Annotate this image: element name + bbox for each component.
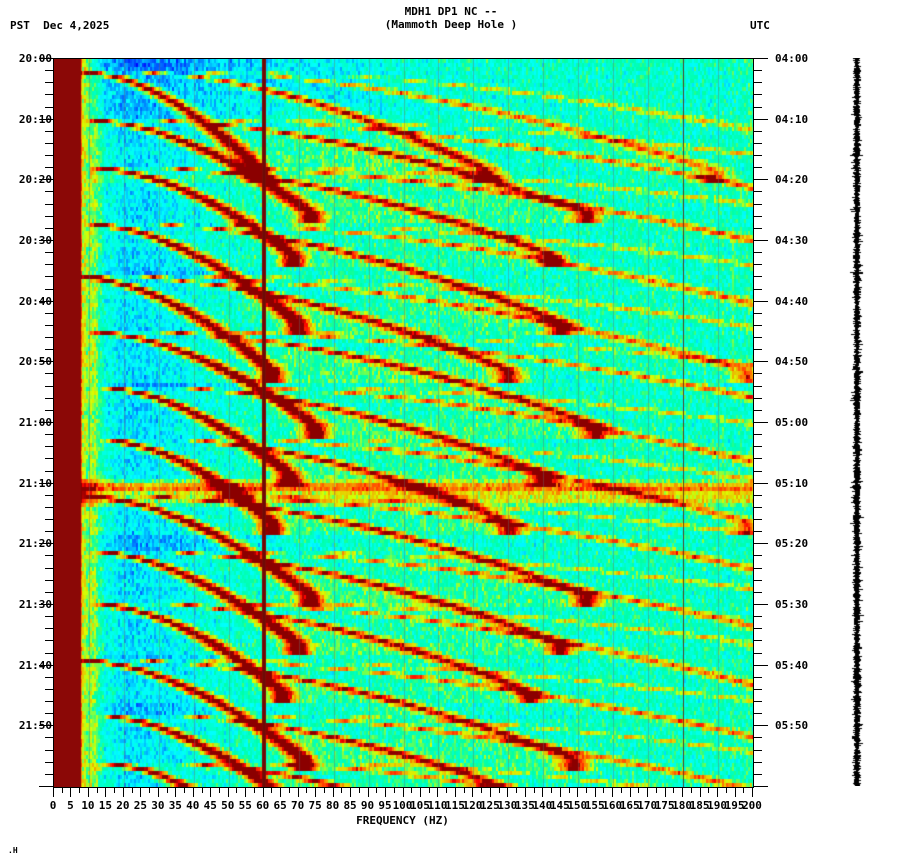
time-label-pst: 21:30 <box>18 598 52 611</box>
frequency-label: 25 <box>133 799 147 812</box>
frequency-label: 95 <box>378 799 392 812</box>
time-label-pst: 20:10 <box>18 112 52 126</box>
frequency-label: 130 <box>497 799 518 812</box>
frequency-label: 65 <box>273 799 287 812</box>
time-label-utc: 04:10 <box>775 112 809 126</box>
time-label-utc: 05:50 <box>775 719 809 733</box>
time-label-pst: 21:40 <box>18 658 52 672</box>
frequency-label: 165 <box>619 799 640 812</box>
frequency-label: 0 <box>49 799 57 812</box>
frequency-label: 125 <box>479 799 500 812</box>
frequency-label: 80 <box>325 799 340 812</box>
date-text: Dec 4,2025 <box>43 19 110 32</box>
frequency-label: 115 <box>444 799 465 812</box>
frequency-label: 5 <box>67 799 74 812</box>
frequency-label: 20 <box>116 799 130 812</box>
time-label-utc: 05:40 <box>775 658 809 672</box>
time-label-pst: 20:30 <box>18 234 52 247</box>
spectrogram-image <box>54 59 753 787</box>
frequency-label: 85 <box>343 799 357 812</box>
frequency-label: 145 <box>549 799 570 812</box>
frequency-label: 30 <box>151 799 165 812</box>
frequency-label: 70 <box>291 799 305 812</box>
frequency-axis-title: FREQUENCY (HZ) <box>356 814 449 827</box>
frequency-label: 45 <box>203 799 217 812</box>
frequency-label: 10 <box>81 799 95 812</box>
time-label-utc: 04:40 <box>775 294 809 308</box>
header-timezone-right: UTC <box>750 19 770 32</box>
frequency-label: 75 <box>308 799 322 812</box>
frequency-axis-labels: 0 5 10 15 20 25 30 35 40 45 50 55 60 65 70 75 80 85 90 95 10… <box>0 0 902 812</box>
time-label-utc: 04:30 <box>775 234 809 247</box>
frequency-label: 135 <box>514 799 535 812</box>
frequency-label: 160 <box>602 799 623 812</box>
time-label-pst: 20:20 <box>18 173 52 187</box>
time-label-pst: 20:50 <box>18 355 52 369</box>
header-timezone-left: PST Dec 4,2025 <box>10 19 109 32</box>
frequency-label: 150 <box>567 799 588 812</box>
page-title-line1: MDH1 DP1 NC -- <box>404 5 498 18</box>
frequency-label: 155 <box>584 799 605 812</box>
time-label-utc: 04:20 <box>775 173 809 187</box>
frequency-label: 15 <box>98 799 113 812</box>
frequency-label: 185 <box>689 799 710 812</box>
frequency-label: 175 <box>654 799 675 812</box>
time-label-utc: 05:00 <box>775 416 809 429</box>
corner-mark: .H <box>8 846 18 855</box>
time-label-utc: 05:10 <box>775 476 809 490</box>
timezone-left-text: PST <box>10 19 30 32</box>
frequency-label: 50 <box>221 799 235 812</box>
time-label-utc: 05:20 <box>775 537 809 551</box>
frequency-label: 120 <box>462 799 483 812</box>
time-label-utc: 04:50 <box>775 355 809 369</box>
time-label-utc: 05:30 <box>775 598 809 611</box>
page-title-line2: (Mammoth Deep Hole ) <box>384 18 518 31</box>
spectrogram-plot[interactable] <box>53 58 754 788</box>
time-label-pst: 21:10 <box>18 476 52 490</box>
frequency-label: 100 <box>392 799 413 812</box>
time-label-pst: 21:50 <box>18 719 52 733</box>
seismogram-trace <box>848 58 866 786</box>
frequency-label: 170 <box>637 799 658 812</box>
time-label-pst: 21:00 <box>18 416 52 429</box>
time-label-pst: 21:20 <box>18 537 52 551</box>
frequency-label: 140 <box>532 799 553 812</box>
time-label-pst: 20:40 <box>18 294 52 308</box>
frequency-label: 60 <box>256 799 270 812</box>
frequency-label: 110 <box>427 799 448 812</box>
frequency-label: 55 <box>238 799 252 812</box>
frequency-label: 35 <box>168 799 182 812</box>
frequency-label: 200 <box>742 799 762 812</box>
time-label-pst: 20:00 <box>18 52 52 65</box>
time-label-utc: 04:00 <box>775 52 809 65</box>
frequency-label: 40 <box>186 799 200 812</box>
frequency-label: 90 <box>360 799 375 812</box>
frequency-label: 180 <box>672 799 693 812</box>
seismogram-trace-strip <box>848 58 866 786</box>
frequency-label: 195 <box>724 799 745 812</box>
time-axis-left-labels: 20:00 20:10 20:20 20:30 20:40 20:50 21:00 21:10… <box>0 0 52 864</box>
frequency-label: 190 <box>707 799 727 812</box>
frequency-label: 105 <box>410 799 430 812</box>
